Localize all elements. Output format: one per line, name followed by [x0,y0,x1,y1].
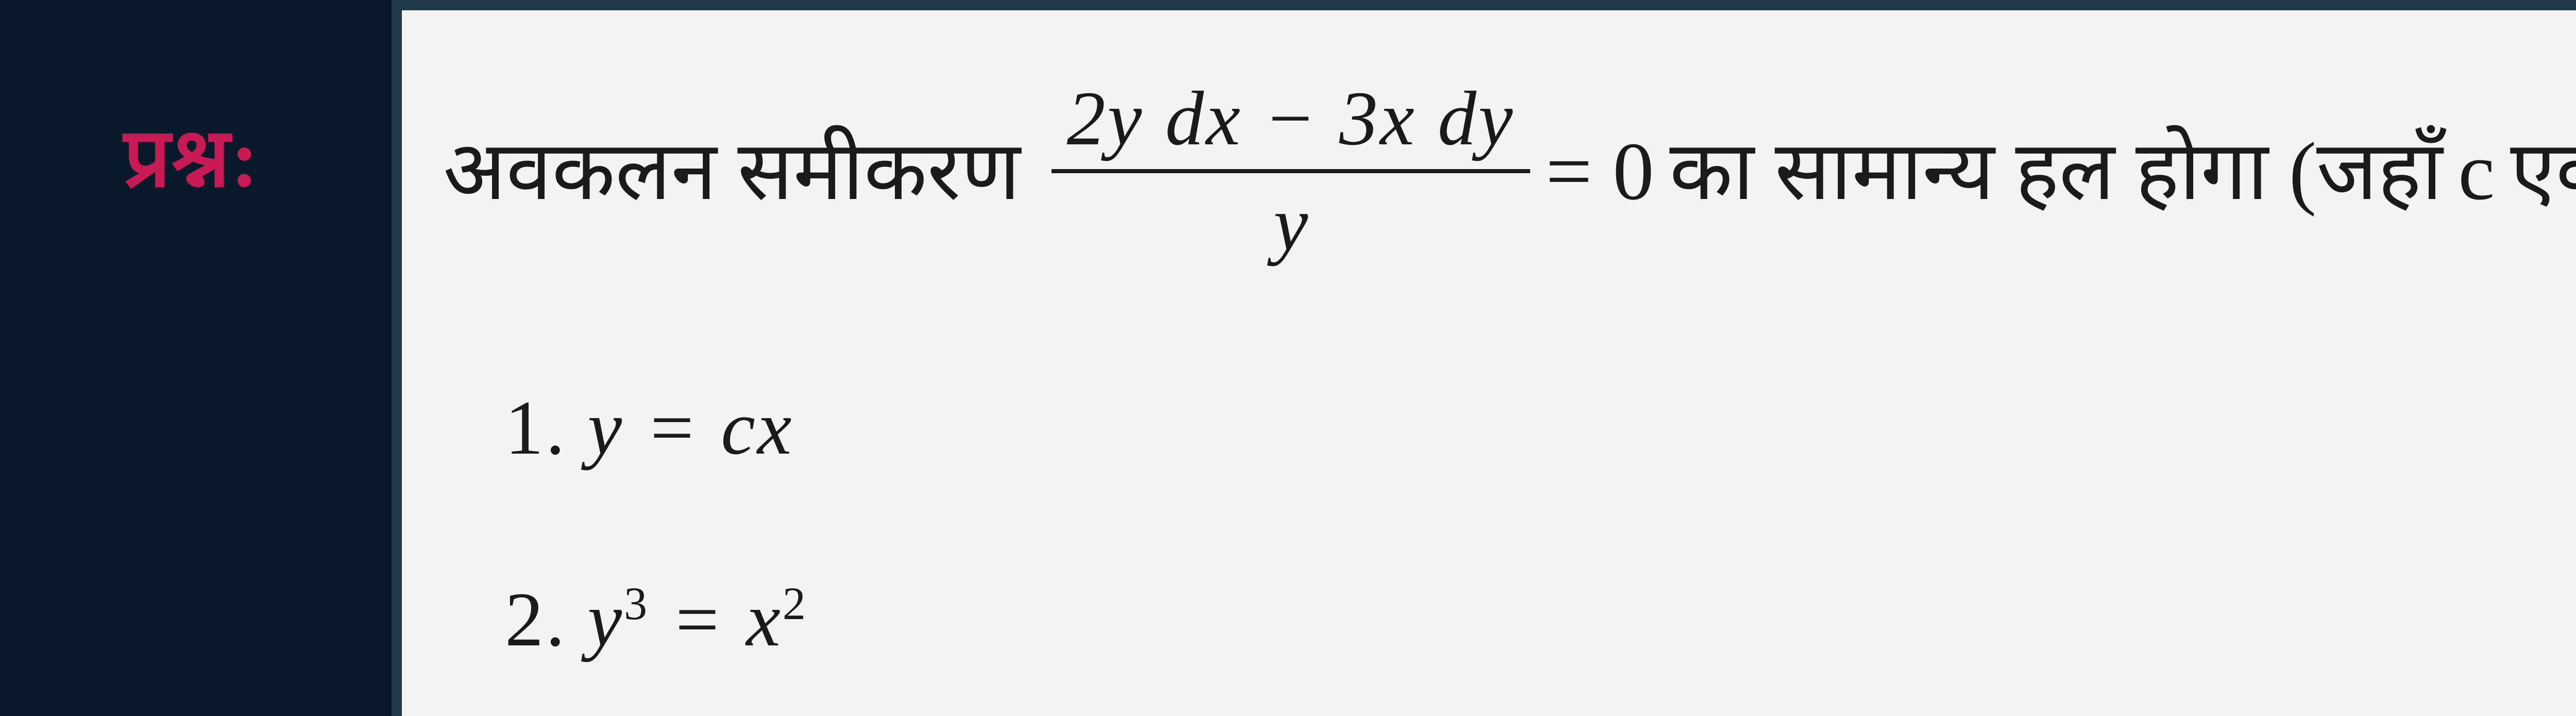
equals-zero: = 0 [1546,122,1654,221]
question-prefix: अवकलन समीकरण [443,122,1021,221]
content-panel: अवकलन समीकरण 2y dx − 3x dy y = 0 का सामा… [392,0,2576,716]
fraction-denominator: y [1052,169,1531,270]
fraction-numerator: 2y dx − 3x dy [1052,72,1531,169]
option-1-number: 1. [505,384,567,472]
question-suffix: एक स्वेच्छ स्थिरांक ह [2510,122,2576,221]
left-gutter [0,0,103,716]
question-label-column: प्रश्न: [103,0,392,716]
constant-symbol: c [2458,122,2495,221]
question-label: प्रश्न: [124,98,392,210]
option-2-expression: y3 = x2 [588,575,808,664]
options-list: 1. y = cx 2. y3 = x2 [443,384,2576,664]
option-1-expression: y = cx [588,384,794,472]
fraction: 2y dx − 3x dy y [1052,72,1531,270]
option-2-number: 2. [505,575,567,664]
question-middle: का सामान्य हल होगा (जहाँ [1669,122,2443,221]
question-text: अवकलन समीकरण 2y dx − 3x dy y = 0 का सामा… [443,72,2576,270]
option-1: 1. y = cx [505,384,2576,472]
option-2: 2. y3 = x2 [505,575,2576,664]
page-root: प्रश्न: अवकलन समीकरण 2y dx − 3x dy y = 0… [0,0,2576,716]
